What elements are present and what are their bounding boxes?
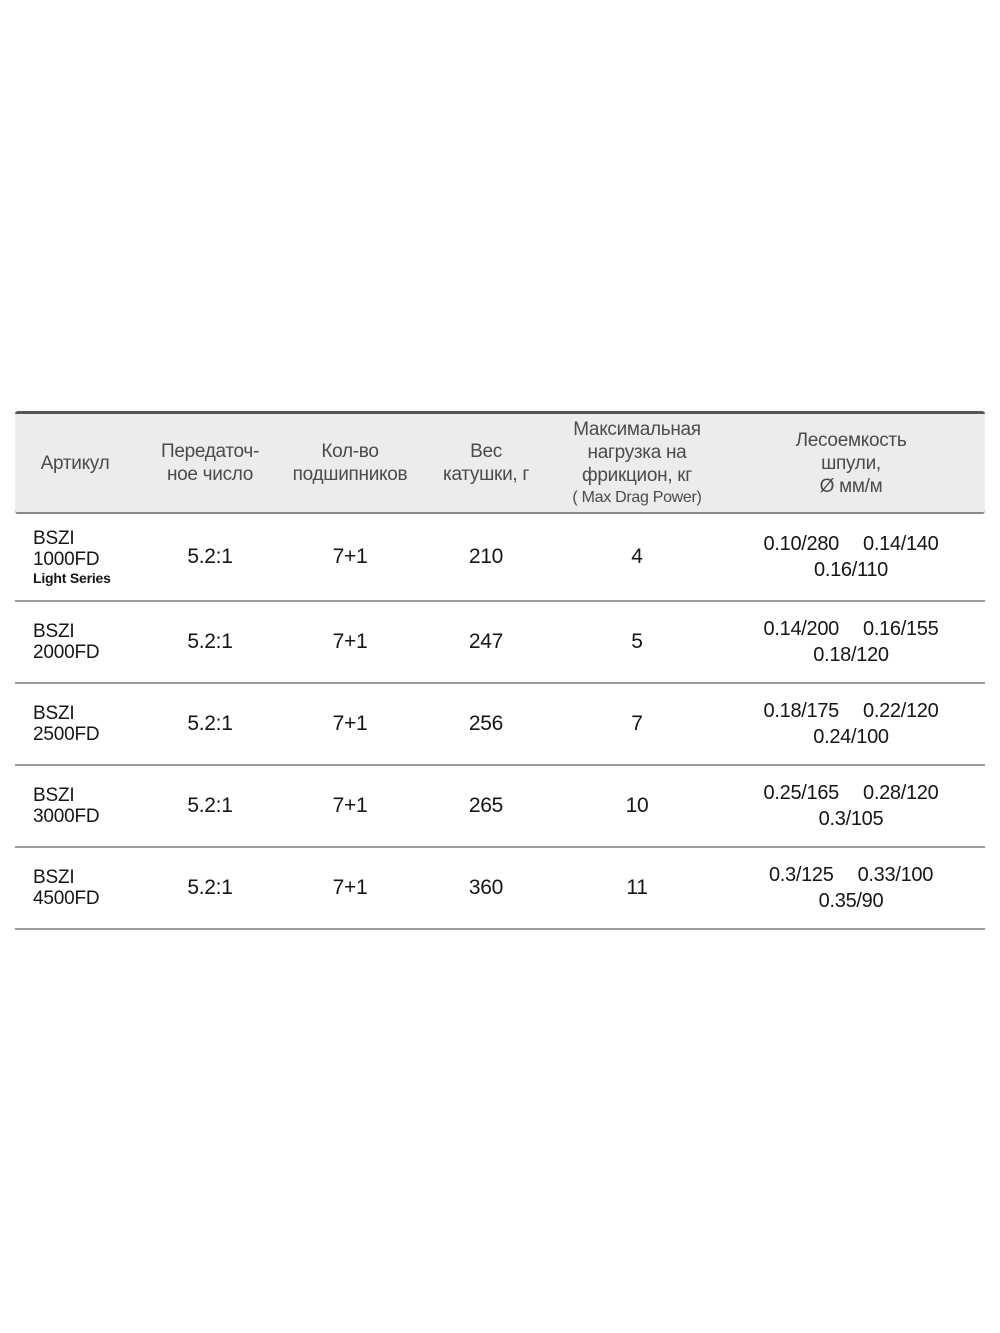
article-size: 4500FD (33, 888, 100, 909)
weight-cell: 265 (468, 794, 504, 817)
capacity-line-1: 0.14/200 0.16/155 (717, 616, 985, 642)
article-size: 1000FD (33, 548, 100, 570)
capacity-value: 0.3/125 (768, 864, 834, 886)
bearings-cell: 7+1 (332, 794, 368, 817)
table-row: BSZI 3000FD 5.2:1 7+1 265 10 0.25/165 0.… (15, 766, 985, 848)
table-row: BSZI 1000FD Light Series 5.2:1 7+1 210 4… (15, 514, 985, 602)
gear-ratio-cell: 5.2:1 (187, 876, 233, 899)
bearings-cell: 7+1 (332, 545, 368, 568)
header-line: подшипников (292, 464, 408, 485)
article-size: 2500FD (33, 724, 100, 745)
table-row: BSZI 2000FD 5.2:1 7+1 247 5 0.14/200 0.1… (15, 602, 985, 684)
capacity-value: 0.16/155 (863, 618, 939, 640)
header-line: Артикул (40, 452, 110, 474)
capacity-value: 0.22/120 (863, 700, 939, 722)
column-header-line-capacity: Лесоемкость шпули, Ø мм/м (717, 425, 985, 502)
article-size: 3000FD (33, 806, 100, 827)
weight-cell: 256 (468, 712, 504, 735)
line-capacity-cell: 0.18/175 0.22/120 0.24/100 (717, 698, 985, 750)
article-model: BSZI (33, 867, 75, 888)
bearings-cell: 7+1 (332, 712, 368, 735)
article-model: BSZI (33, 527, 75, 549)
capacity-value: 0.25/165 (763, 782, 840, 804)
capacity-line-2: 0.24/100 (813, 726, 889, 748)
max-drag-cell: 10 (625, 794, 649, 817)
capacity-line-1: 0.10/280 0.14/140 (717, 531, 985, 557)
capacity-line-2: 0.18/120 (813, 644, 889, 666)
header-line: ное число (166, 464, 254, 485)
capacity-line-2: 0.35/90 (818, 890, 884, 912)
header-line: Вес (470, 441, 502, 462)
column-header-gear-ratio: Передаточ- ное число (135, 436, 285, 490)
header-line: нагрузка на (587, 442, 687, 463)
article-cell: BSZI 3000FD (15, 785, 135, 827)
gear-ratio-cell: 5.2:1 (187, 545, 233, 568)
gear-ratio-cell: 5.2:1 (187, 712, 233, 735)
table-row: BSZI 4500FD 5.2:1 7+1 360 11 0.3/125 0.3… (15, 848, 985, 930)
article-model: BSZI (33, 703, 75, 724)
weight-cell: 360 (468, 876, 504, 899)
header-line: Кол-во (321, 441, 379, 462)
article-size: 2000FD (33, 642, 100, 663)
header-line: фрикцион, кг (582, 465, 692, 486)
max-drag-cell: 5 (631, 630, 643, 653)
bearings-cell: 7+1 (332, 876, 368, 899)
column-header-bearings: Кол-во подшипников (285, 436, 415, 490)
line-capacity-cell: 0.3/125 0.33/100 0.35/90 (717, 862, 985, 914)
bearings-cell: 7+1 (332, 630, 368, 653)
capacity-value: 0.14/140 (863, 533, 939, 555)
capacity-line-2: 0.16/110 (814, 559, 888, 581)
max-drag-cell: 11 (626, 876, 648, 899)
capacity-line-2: 0.3/105 (818, 808, 884, 830)
header-subline-max-drag-en: ( Max Drag Power) (572, 489, 702, 506)
gear-ratio-cell: 5.2:1 (187, 794, 233, 817)
capacity-value: 0.10/280 (763, 533, 840, 555)
header-line: Лесоемкость (795, 429, 907, 451)
article-model: BSZI (33, 621, 75, 642)
gear-ratio-cell: 5.2:1 (187, 630, 233, 653)
capacity-value: 0.33/100 (857, 864, 934, 886)
capacity-value: 0.14/200 (763, 618, 840, 640)
article-cell: BSZI 1000FD Light Series (15, 528, 135, 587)
column-header-article: Артикул (15, 448, 135, 479)
article-model: BSZI (33, 785, 75, 806)
header-line: катушки, г (443, 464, 529, 485)
capacity-value: 0.28/120 (863, 782, 939, 804)
max-drag-cell: 7 (631, 712, 643, 735)
max-drag-cell: 4 (631, 545, 643, 568)
article-cell: BSZI 2000FD (15, 621, 135, 663)
line-capacity-cell: 0.25/165 0.28/120 0.3/105 (717, 780, 985, 832)
capacity-value: 0.18/175 (763, 700, 840, 722)
header-line: Максимальная (573, 419, 701, 440)
article-cell: BSZI 2500FD (15, 703, 135, 745)
header-line: шпули, (821, 452, 881, 474)
weight-cell: 247 (468, 630, 504, 653)
capacity-line-1: 0.25/165 0.28/120 (717, 780, 985, 806)
capacity-line-1: 0.18/175 0.22/120 (717, 698, 985, 724)
article-note: Light Series (33, 569, 111, 586)
weight-cell: 210 (468, 545, 504, 568)
table-row: BSZI 2500FD 5.2:1 7+1 256 7 0.18/175 0.2… (15, 684, 985, 766)
table-header-row: Артикул Передаточ- ное число Кол-во подш… (15, 411, 985, 514)
capacity-line-1: 0.3/125 0.33/100 (717, 862, 985, 888)
column-header-weight: Вес катушки, г (415, 436, 557, 490)
header-line: Передаточ- (160, 441, 260, 462)
header-line: Ø мм/м (819, 475, 883, 497)
column-header-max-drag: Максимальная нагрузка на фрикцион, кг ( … (557, 414, 717, 512)
line-capacity-cell: 0.14/200 0.16/155 0.18/120 (717, 616, 985, 668)
article-cell: BSZI 4500FD (15, 867, 135, 909)
line-capacity-cell: 0.10/280 0.14/140 0.16/110 (717, 531, 985, 583)
reel-spec-table: Артикул Передаточ- ное число Кол-во подш… (15, 411, 985, 930)
